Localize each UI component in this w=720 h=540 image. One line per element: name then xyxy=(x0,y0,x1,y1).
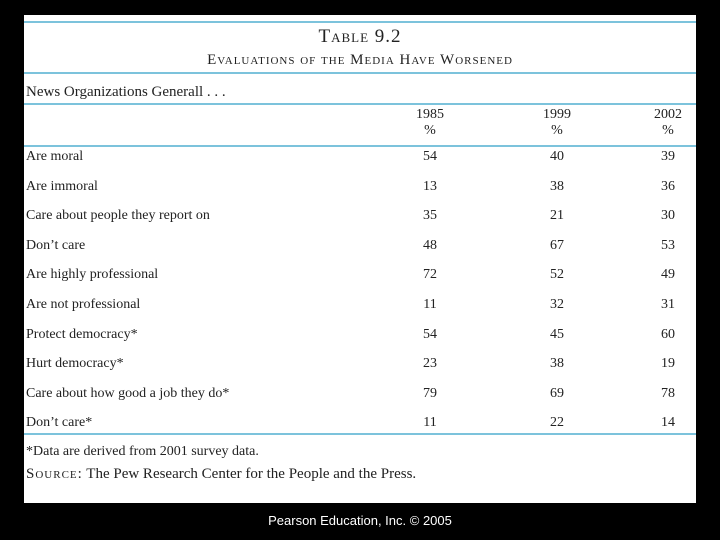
row-label: Protect democracy* xyxy=(26,326,138,342)
cell-value: 53 xyxy=(661,237,675,253)
cell-value: 22 xyxy=(550,415,564,431)
column-year: 2002 xyxy=(654,107,682,122)
source-text: The Pew Research Center for the People a… xyxy=(86,466,417,482)
cell-value: 38 xyxy=(550,356,564,372)
cell-value: 54 xyxy=(423,149,437,164)
cell-value: 31 xyxy=(661,297,675,312)
cell-value: 23 xyxy=(423,356,437,372)
row-label: Are moral xyxy=(26,149,84,164)
cell-value: 21 xyxy=(550,208,564,224)
row-label: Don’t care xyxy=(26,237,86,253)
cell-value: 39 xyxy=(661,149,675,164)
source: Source: The Pew Research Center for the … xyxy=(26,466,416,482)
row-label: Don’t care* xyxy=(26,415,93,431)
cell-value: 60 xyxy=(661,326,675,342)
table-panel: Table 9.2 Evaluations of the Media Have … xyxy=(24,15,696,503)
cell-value: 14 xyxy=(661,415,675,431)
cell-value: 40 xyxy=(550,149,564,164)
cell-value: 11 xyxy=(423,415,437,431)
cell-value: 49 xyxy=(661,267,675,283)
cell-value: 36 xyxy=(661,178,675,194)
column-unit: % xyxy=(551,123,563,138)
footer: Pearson Education, Inc. © 2005 xyxy=(268,513,452,528)
row-label: Are immoral xyxy=(26,178,98,194)
footnote: *Data are derived from 2001 survey data. xyxy=(26,444,259,459)
row-label: Are not professional xyxy=(26,297,141,312)
cell-value: 30 xyxy=(661,208,675,224)
cell-value: 35 xyxy=(423,208,437,224)
cell-value: 11 xyxy=(423,297,437,312)
rule xyxy=(24,21,696,23)
cell-value: 45 xyxy=(550,326,564,342)
cell-value: 67 xyxy=(550,237,564,253)
rule xyxy=(24,103,696,105)
cell-value: 52 xyxy=(550,267,564,283)
cell-value: 78 xyxy=(661,385,675,401)
row-label: Are highly professional xyxy=(26,267,159,283)
cell-value: 72 xyxy=(423,267,437,283)
cell-value: 38 xyxy=(550,178,564,194)
table-title: Table 9.2 xyxy=(318,26,402,47)
rule xyxy=(24,145,696,147)
cell-value: 79 xyxy=(423,385,437,401)
column-unit: % xyxy=(662,123,674,138)
cell-value: 19 xyxy=(661,356,675,372)
cell-value: 69 xyxy=(550,385,564,401)
row-label: Hurt democracy* xyxy=(26,356,124,372)
rule xyxy=(24,433,696,435)
cell-value: 48 xyxy=(423,237,437,253)
cell-value: 13 xyxy=(423,178,437,194)
cell-value: 32 xyxy=(550,297,564,312)
cell-value: 54 xyxy=(423,326,437,342)
column-year: 1985 xyxy=(416,107,444,122)
table-caption: News Organizations Generall . . . xyxy=(26,84,226,100)
source-label: Source: xyxy=(26,466,83,482)
row-label: Care about people they report on xyxy=(26,208,210,224)
column-year: 1999 xyxy=(543,107,571,122)
rule xyxy=(24,72,696,74)
column-unit: % xyxy=(424,123,436,138)
row-label: Care about how good a job they do* xyxy=(26,385,230,401)
table-subtitle: Evaluations of the Media Have Worsened xyxy=(207,52,513,68)
